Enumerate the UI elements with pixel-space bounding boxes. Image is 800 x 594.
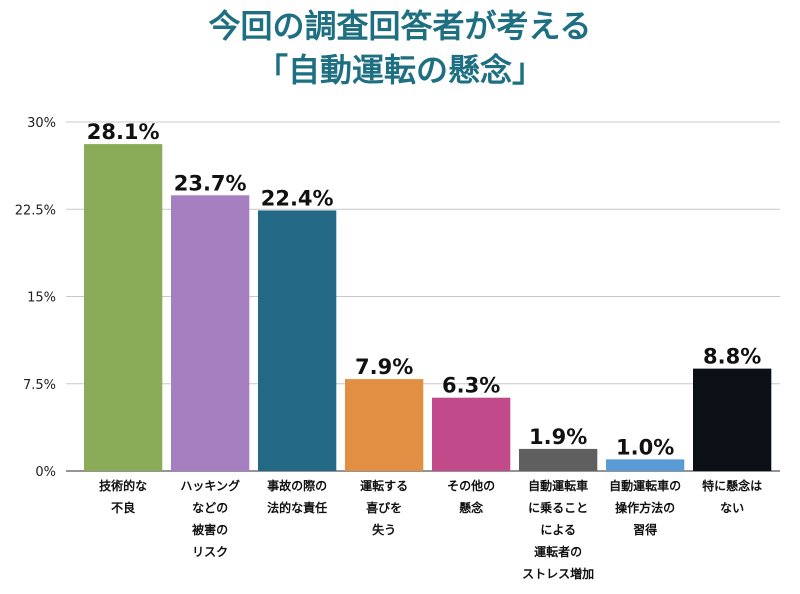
- bar: [432, 397, 511, 471]
- category-label: 特に懸念は: [702, 478, 762, 493]
- category-label: ハッキング: [180, 478, 240, 493]
- category-label: 習得: [633, 522, 657, 537]
- data-label: 6.3%: [442, 374, 500, 398]
- category-label: に乗ること: [528, 501, 588, 515]
- data-label: 1.0%: [616, 435, 674, 459]
- y-tick-label: 30%: [27, 116, 56, 131]
- data-label: 22.4%: [261, 186, 334, 210]
- category-label: その他の: [447, 478, 495, 493]
- category-label: 不良: [111, 500, 135, 515]
- category-label: 運転する: [360, 478, 408, 493]
- bar: [171, 195, 250, 472]
- y-tick-label: 15%: [27, 291, 56, 306]
- category-label: ない: [720, 501, 744, 515]
- bar: [84, 144, 163, 471]
- data-label: 23.7%: [174, 171, 247, 195]
- category-label: 懸念: [459, 500, 483, 515]
- category-label: 事故の際の: [267, 478, 327, 493]
- chart-title-line-1: 今回の調査回答者が考える: [208, 7, 592, 45]
- category-label: 法的な責任: [267, 500, 327, 515]
- y-tick-label: 22.5%: [15, 203, 56, 218]
- bar: [606, 459, 685, 471]
- y-tick-label: 7.5%: [23, 378, 56, 393]
- category-label: 自動運転車: [528, 478, 588, 493]
- bar: [693, 368, 772, 471]
- bar: [345, 379, 424, 471]
- category-label: 喜びを: [366, 500, 402, 515]
- category-label: 自動運転車の: [609, 478, 681, 493]
- data-label: 8.8%: [703, 345, 761, 369]
- category-label: 技術的な: [99, 478, 147, 493]
- bar: [258, 210, 337, 471]
- data-label: 28.1%: [87, 120, 160, 144]
- category-label: リスク: [192, 545, 228, 559]
- category-label: 運転者の: [534, 544, 582, 559]
- chart-title-line-2: 「自動運転の懸念」: [255, 51, 544, 89]
- data-label: 7.9%: [355, 355, 413, 379]
- category-label: 被害の: [192, 522, 228, 537]
- category-label: 失う: [372, 522, 396, 537]
- y-tick-label: 0%: [35, 465, 56, 480]
- bar: [519, 448, 598, 471]
- category-label: などの: [192, 501, 228, 515]
- category-label: ストレス増加: [522, 566, 594, 581]
- category-label: 操作方法の: [615, 500, 675, 515]
- data-label: 1.9%: [529, 425, 587, 449]
- category-label: による: [540, 523, 576, 537]
